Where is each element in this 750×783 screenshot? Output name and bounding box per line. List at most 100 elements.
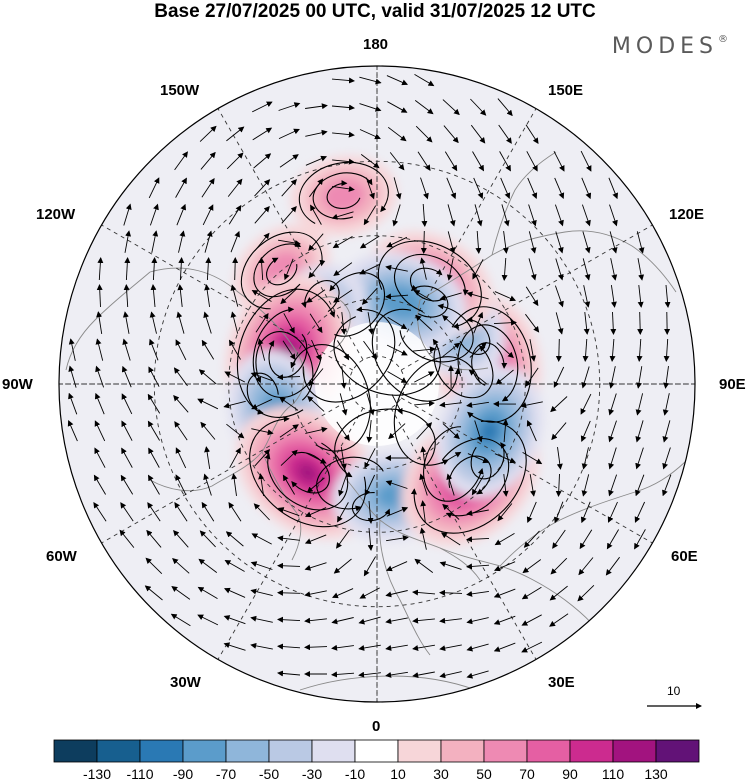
wind-arrow xyxy=(281,205,297,224)
wind-arrow xyxy=(525,367,539,387)
wind-arrow xyxy=(174,501,188,522)
wind-arrow xyxy=(497,98,513,117)
wind-arrow xyxy=(501,257,508,281)
wind-arrow xyxy=(581,474,590,497)
meridian-240 xyxy=(101,224,354,371)
wind-arrow xyxy=(331,77,355,84)
wind-arrow xyxy=(366,393,375,416)
wind-arrow xyxy=(204,284,211,307)
wind-arrow xyxy=(474,420,483,443)
wind-arrow xyxy=(466,617,489,625)
wind-arrow xyxy=(502,231,509,254)
colorbar-tick-label: 130 xyxy=(644,766,668,782)
wind-arrow xyxy=(554,285,564,308)
wind-arrow xyxy=(466,291,489,300)
wind-arrow xyxy=(392,204,401,227)
wind-arrow xyxy=(149,311,157,334)
wind-arrow xyxy=(466,643,489,652)
wind-arrow xyxy=(121,393,133,415)
colorbar-swatch xyxy=(354,739,399,763)
wind-arrow xyxy=(340,366,347,389)
wind-arrow xyxy=(472,259,484,280)
wind-arrow xyxy=(175,339,187,361)
wind-arrow xyxy=(475,230,482,254)
wind-arrow xyxy=(385,293,409,300)
wind-arrow xyxy=(466,670,489,679)
wind-arrow xyxy=(412,617,435,624)
wind-arrow xyxy=(367,500,374,524)
wind-arrow xyxy=(121,420,133,441)
wind-arrow xyxy=(280,288,298,305)
wind-arrow xyxy=(361,287,378,305)
streamline xyxy=(302,306,396,403)
wind-arrow xyxy=(124,257,131,281)
wind-arrow xyxy=(555,338,562,362)
wind-arrow xyxy=(414,74,435,87)
wind-arrow xyxy=(439,401,462,408)
streamline xyxy=(240,231,326,310)
wind-arrow xyxy=(305,155,328,166)
wind-arrow xyxy=(413,346,436,353)
wind-arrow xyxy=(308,260,324,279)
wind-arrow xyxy=(93,474,106,495)
label-150e: 150E xyxy=(548,82,584,99)
wind-arrow xyxy=(147,420,160,441)
wind-arrow xyxy=(447,231,456,254)
wind-arrow xyxy=(93,501,107,522)
wind-arrow xyxy=(226,423,245,439)
wind-arrow xyxy=(149,338,159,361)
streamline xyxy=(326,180,361,209)
wind-arrow xyxy=(203,473,212,496)
wind-arrow xyxy=(500,177,511,200)
wind-arrow xyxy=(304,617,327,624)
wind-arrow xyxy=(636,366,643,389)
wind-arrow xyxy=(554,204,564,227)
wind-arrow xyxy=(68,365,77,388)
wind-arrow xyxy=(609,204,618,227)
wind-arrow xyxy=(331,644,354,651)
wind-arrow xyxy=(471,475,484,496)
label-150w: 150W xyxy=(160,82,200,99)
wind-arrow xyxy=(446,177,457,200)
wind-arrow xyxy=(122,338,131,361)
wind-arrow xyxy=(421,203,428,227)
wind-arrow xyxy=(277,507,300,517)
colorbar-swatch xyxy=(655,739,700,763)
wind-arrow xyxy=(442,99,460,116)
wind-arrow xyxy=(332,236,353,249)
wind-arrow xyxy=(553,366,565,388)
wind-arrow xyxy=(119,529,135,548)
wind-arrow xyxy=(360,154,380,169)
wind-arrow xyxy=(385,264,408,272)
wind-arrow xyxy=(581,366,590,389)
wind-arrow xyxy=(95,338,104,361)
wind-arrow xyxy=(331,617,354,625)
wind-arrow xyxy=(662,420,671,443)
wind-arrow xyxy=(94,447,106,468)
wind-arrow xyxy=(199,125,217,142)
wind-arrow xyxy=(609,338,616,362)
wind-arrow xyxy=(420,500,427,523)
wind-arrow xyxy=(494,291,517,302)
meridian-210 xyxy=(217,108,364,361)
wind-arrow xyxy=(250,588,273,597)
wind-arrow xyxy=(521,614,542,626)
wind-arrow xyxy=(412,671,435,679)
wind-arrow xyxy=(332,131,355,138)
wind-arrow xyxy=(197,614,219,626)
wind-arrow xyxy=(447,204,456,227)
wind-arrow xyxy=(635,393,644,416)
wind-arrow xyxy=(147,474,160,495)
wind-arrow xyxy=(386,535,409,542)
streamline xyxy=(371,308,461,402)
streamline xyxy=(393,356,481,466)
streamline xyxy=(410,420,527,534)
wind-arrow xyxy=(147,393,161,414)
wind-arrow xyxy=(173,529,189,548)
wind-arrow xyxy=(96,311,103,334)
wind-arrow xyxy=(385,644,408,651)
wind-arrow xyxy=(525,286,539,307)
wind-arrow xyxy=(550,557,568,575)
wind-arrow xyxy=(581,447,589,470)
wind-arrow xyxy=(253,503,270,521)
